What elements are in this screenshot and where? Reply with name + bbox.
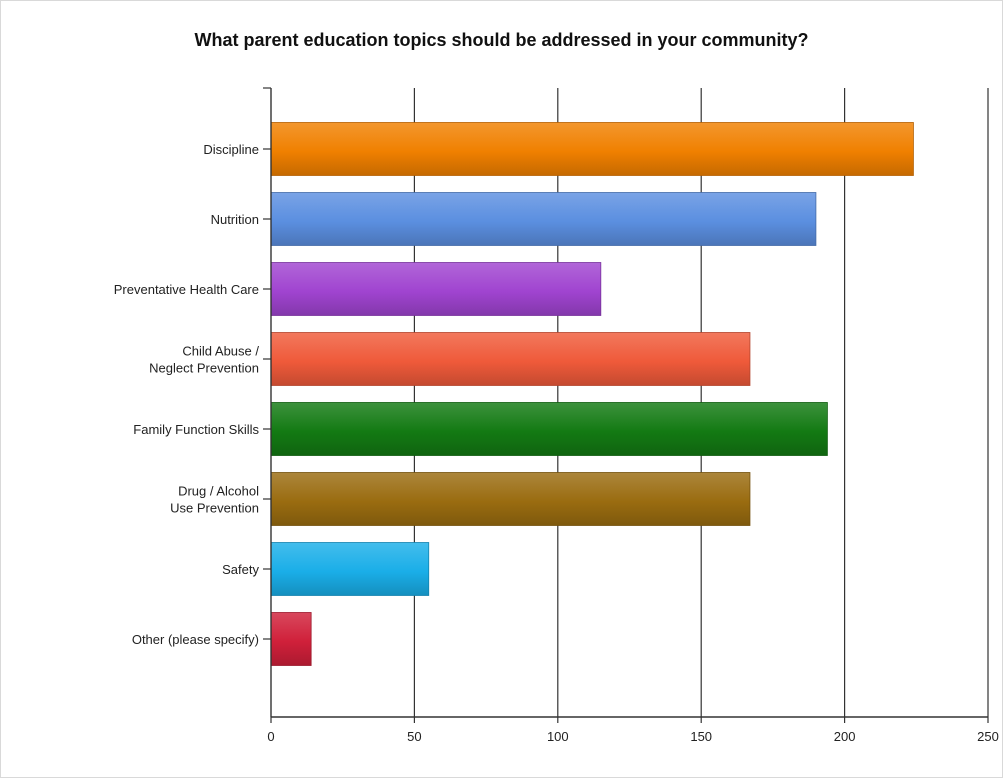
x-tick-label: 50 [407,729,421,744]
chart-title: What parent education topics should be a… [194,30,809,50]
category-label: Discipline [203,142,259,157]
x-tick-label: 250 [977,729,999,744]
bar [270,262,602,316]
x-tick-label: 200 [834,729,856,744]
bar [270,612,312,666]
category-label: Other (please specify) [132,632,259,647]
bar [270,472,751,526]
category-label: Nutrition [211,212,259,227]
bar [270,122,914,176]
x-tick-label: 150 [690,729,712,744]
category-label: Safety [222,562,259,577]
category-label: Child Abuse / Neglect Prevention [149,344,259,376]
bar [270,192,817,246]
category-label: Drug / Alcohol Use Prevention [170,484,259,516]
x-tick-label: 100 [547,729,569,744]
category-label: Family Function Skills [133,422,259,437]
bar [270,542,430,596]
x-tick-label: 0 [267,729,274,744]
category-label: Preventative Health Care [114,282,259,297]
bar [270,402,828,456]
bar [270,332,751,386]
